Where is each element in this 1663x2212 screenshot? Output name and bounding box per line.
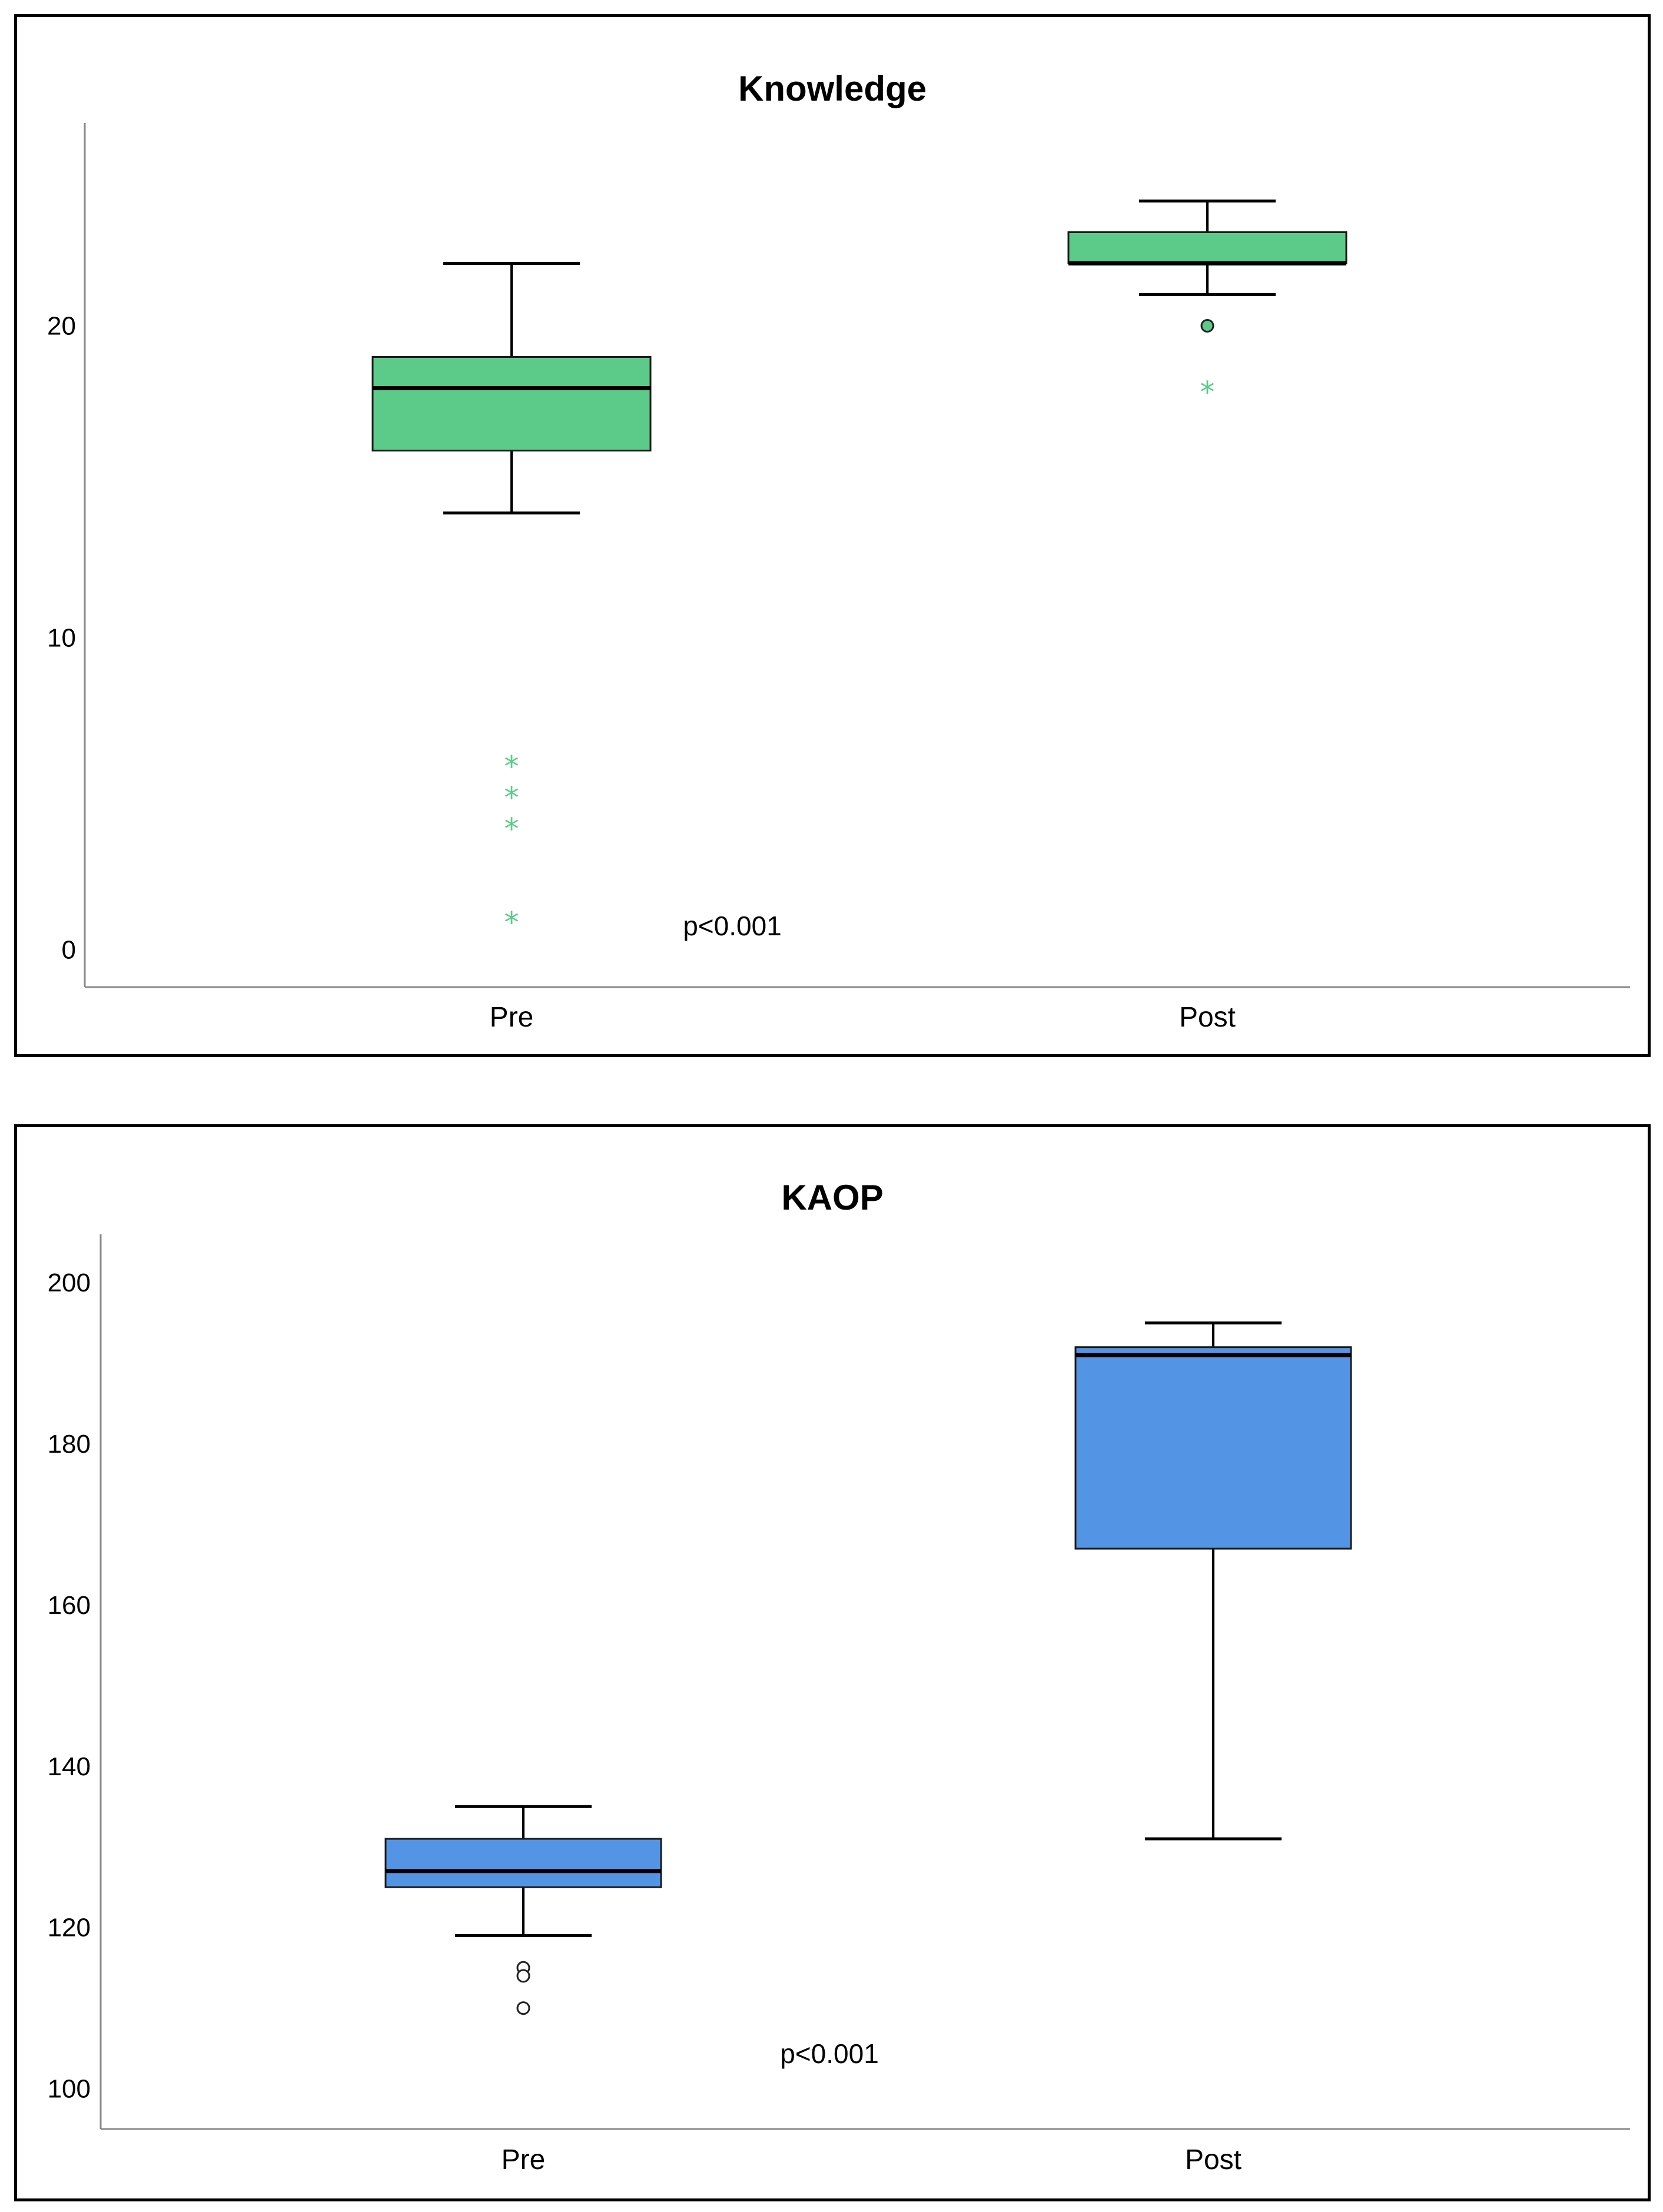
x-category-label: Post [1185, 2144, 1242, 2176]
y-tick-label: 20 [47, 311, 76, 340]
x-category-label: Post [1179, 1002, 1236, 1033]
extreme-outlier: * [1200, 375, 1215, 409]
chart-title: KAOP [781, 1178, 883, 1217]
iqr-box [384, 1838, 662, 1888]
iqr-box [1074, 1346, 1352, 1550]
y-tick-label: 200 [48, 1268, 91, 1297]
extreme-outlier: * [504, 780, 519, 815]
x-category-label: Pre [490, 1002, 534, 1033]
chart-title: Knowledge [738, 69, 927, 108]
knowledge-chart-panel: Knowledge p<0.001 0 10 20 Pre Post * * * * * [14, 14, 1651, 1057]
y-tick-label: 160 [48, 1591, 91, 1620]
extreme-outlier: * [504, 749, 519, 783]
outlier-point [1200, 318, 1214, 333]
y-tick-label: 10 [47, 623, 76, 652]
outlier-point [516, 1969, 530, 1983]
y-tick-label: 140 [48, 1752, 91, 1781]
extreme-outlier: * [504, 812, 519, 846]
y-tick-label: 120 [48, 1914, 91, 1942]
y-tick-label: 180 [48, 1430, 91, 1459]
outlier-point [516, 2001, 530, 2015]
kaop-chart-panel: KAOP p<0.001 100 120 140 160 180 200 Pre Post [14, 1124, 1651, 2201]
p-value-annotation: p<0.001 [780, 2038, 879, 2069]
y-tick-label: 100 [48, 2075, 91, 2104]
y-tick-label: 0 [62, 935, 76, 964]
x-category-label: Pre [502, 2144, 546, 2176]
iqr-box [1067, 231, 1347, 264]
iqr-box [371, 356, 652, 451]
p-value-annotation: p<0.001 [683, 911, 782, 941]
extreme-outlier: * [504, 905, 519, 939]
kaop-boxplot: KAOP p<0.001 100 120 140 160 180 200 Pre Post [48, 1178, 1630, 2176]
